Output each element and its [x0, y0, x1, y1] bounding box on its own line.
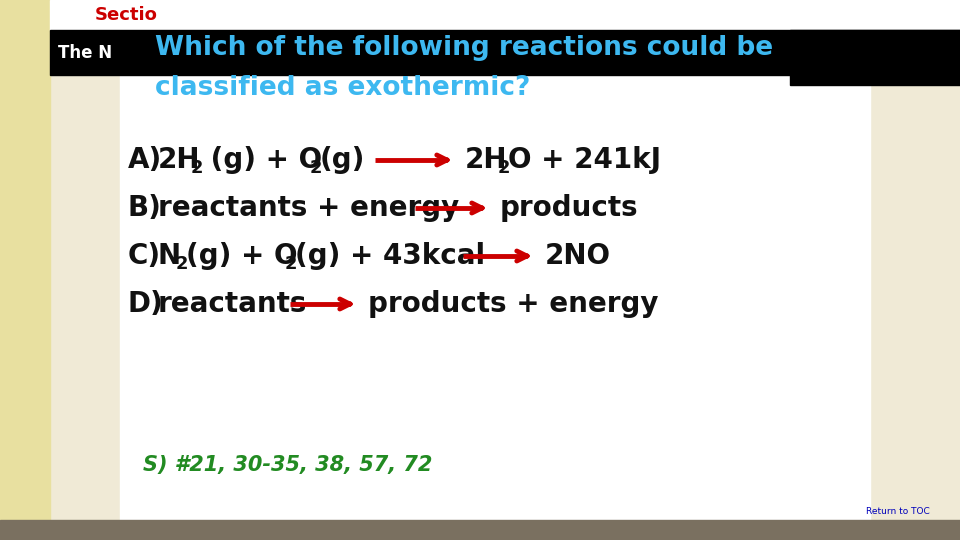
- Bar: [50, 0, 960, 30]
- Text: (g): (g): [320, 146, 366, 174]
- Bar: [0, 0, 50, 540]
- Text: 2: 2: [285, 255, 298, 273]
- Text: reactants + energy: reactants + energy: [158, 194, 459, 222]
- Text: O + 241kJ: O + 241kJ: [508, 146, 661, 174]
- Text: 2H: 2H: [158, 146, 201, 174]
- Text: C): C): [128, 242, 161, 270]
- Text: 2H: 2H: [465, 146, 508, 174]
- Text: products: products: [500, 194, 638, 222]
- Text: B): B): [128, 194, 162, 222]
- Bar: [0, 520, 960, 540]
- Text: products + energy: products + energy: [368, 290, 659, 318]
- Text: Sectio: Sectio: [95, 6, 157, 24]
- Text: Which of the following reactions could be: Which of the following reactions could b…: [155, 35, 773, 61]
- Text: S) #21, 30-35, 38, 57, 72: S) #21, 30-35, 38, 57, 72: [143, 455, 432, 475]
- Text: The N: The N: [58, 44, 112, 62]
- Text: A): A): [128, 146, 162, 174]
- Text: N: N: [158, 242, 181, 270]
- Text: classified as exothermic?: classified as exothermic?: [155, 75, 530, 101]
- Text: (g) + O: (g) + O: [186, 242, 298, 270]
- Text: reactants: reactants: [158, 290, 307, 318]
- Text: (g) + 43kcal: (g) + 43kcal: [295, 242, 485, 270]
- Text: Return to TOC: Return to TOC: [866, 508, 930, 516]
- Bar: [790, 30, 960, 85]
- Text: 2: 2: [176, 255, 188, 273]
- Bar: [50, 30, 960, 75]
- Text: 2: 2: [498, 159, 511, 177]
- Text: D): D): [128, 290, 164, 318]
- Bar: [120, 0, 870, 520]
- Text: 2: 2: [310, 159, 323, 177]
- Text: (g) + O: (g) + O: [201, 146, 323, 174]
- Text: 2: 2: [191, 159, 204, 177]
- Text: 2NO: 2NO: [545, 242, 611, 270]
